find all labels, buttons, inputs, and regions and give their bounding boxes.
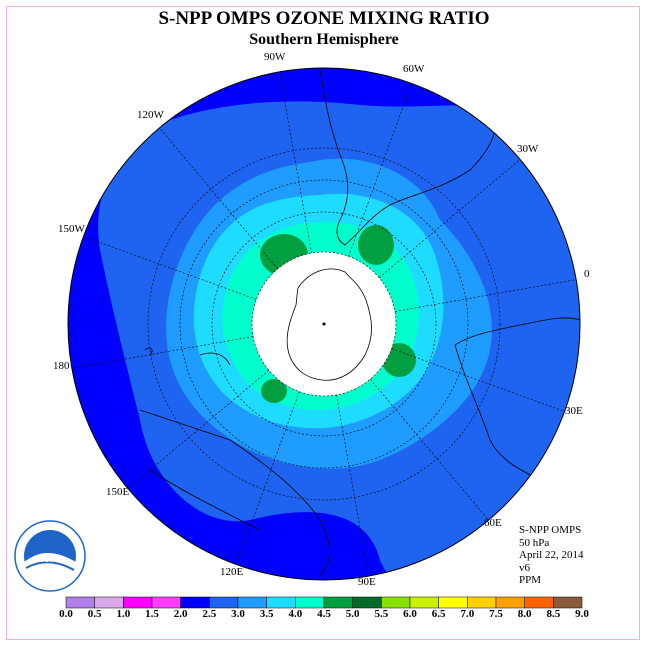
graticule: [147, 147, 501, 501]
coastlines: [139, 69, 580, 576]
colorbar-tick-label: 6.5: [431, 608, 446, 620]
colorbar-swatch: [151, 596, 181, 609]
lat-circle-30: [147, 147, 501, 501]
info-version: v6: [519, 561, 530, 574]
lat-circle-45: [179, 179, 469, 469]
colorbar-tick-label: 5.0: [345, 608, 360, 620]
colorbar-tick-label: 2.5: [202, 608, 217, 620]
info-date: April 22, 2014: [519, 549, 584, 561]
meridian-line: [71, 336, 254, 369]
colorbar-tick-label: 5.5: [374, 608, 389, 620]
colorbar-tick-label: 1.0: [116, 608, 131, 620]
lat-circle-60: [211, 211, 437, 437]
colorbar-swatch: [180, 596, 210, 609]
lon-label-150w: 150W: [58, 223, 85, 235]
figure-frame: [6, 6, 640, 640]
colorbar-swatch: [381, 596, 411, 609]
ozone-field: [68, 68, 580, 580]
colorbar-swatch: [352, 596, 382, 609]
meridian-line: [378, 159, 521, 278]
meridian-line: [279, 71, 312, 254]
colorbar-swatch: [495, 596, 525, 609]
colorbar-tick-label: 0.0: [59, 608, 73, 620]
map-subtitle: Southern Hemisphere: [249, 31, 399, 48]
south-america-coast: [319, 69, 497, 246]
meridian-line: [394, 279, 577, 312]
noaa-logo: NOAA: [14, 520, 86, 592]
lon-label-0: 0: [584, 268, 590, 280]
info-units: PPM: [519, 574, 542, 586]
map-border: [67, 67, 581, 581]
lat-circle-75: [251, 251, 397, 397]
meridian-line: [159, 127, 278, 270]
lon-label-60w: 60W: [403, 63, 425, 75]
colorbar-swatch: [266, 596, 296, 609]
meridian-line: [127, 370, 270, 489]
colorbar-tick-label: 2.0: [173, 608, 188, 620]
map-title: S-NPP OMPS OZONE MIXING RATIO: [158, 8, 490, 29]
colorbar-swatch: [209, 596, 239, 609]
colorbar-tick-label: 3.5: [259, 608, 274, 620]
lon-label-180: 180: [53, 360, 70, 372]
lon-label-120w: 120W: [137, 109, 164, 121]
colorbar-tick-label: 4.0: [288, 608, 303, 620]
lon-label-60e: 60E: [484, 517, 502, 529]
colorbar-swatch: [524, 596, 554, 609]
colorbar-tick-label: 9.0: [575, 608, 589, 620]
lon-label-120e: 120E: [220, 566, 244, 578]
southern-land-coast: [139, 409, 330, 576]
colorbar-swatch: [123, 596, 153, 609]
colorbar-swatch: [323, 596, 353, 609]
colorbar-swatch: [94, 596, 124, 609]
lon-label-150e: 150E: [106, 486, 130, 498]
colorbar-swatch: [237, 596, 267, 609]
colorbar-tick-label: 7.5: [489, 608, 503, 620]
meridian-line: [391, 348, 565, 412]
meridian-line: [336, 394, 369, 577]
band-4-5-d: [261, 379, 287, 403]
colorbar-swatch: [295, 596, 325, 609]
lon-label-30w: 30W: [517, 143, 539, 155]
lon-label-90e: 90E: [358, 576, 376, 588]
colorbar-tick-label: 8.0: [517, 608, 532, 620]
new-zealand-coast: [144, 347, 231, 366]
colorbar-tick-label: 7.0: [460, 608, 475, 620]
australia-coast: [454, 317, 580, 481]
lon-label-90w: 90W: [264, 51, 286, 63]
colorbar-tick-label: 6.0: [403, 608, 417, 620]
colorbar-swatch: [553, 596, 583, 609]
colorbar-tick-label: 4.5: [317, 608, 331, 620]
meridian-lines: [71, 71, 577, 577]
colorbar-tick-label: 3.0: [231, 608, 245, 620]
info-block: S-NPP OMPS 50 hPa April 22, 2014 v6 PPM: [519, 524, 583, 587]
pole-marker: [322, 322, 326, 326]
colorbar-swatch: [467, 596, 497, 609]
lon-label-30e: 30E: [565, 405, 583, 417]
meridian-line: [370, 378, 489, 521]
antarctica-coast: [286, 268, 372, 381]
meridian-line: [348, 83, 412, 257]
meridian-line: [236, 391, 300, 565]
noaa-logo-text: NOAA: [37, 554, 64, 564]
colorbar-swatch: [438, 596, 468, 609]
colorbar-tick-label: 0.5: [87, 608, 102, 620]
colorbar-tick-label: 8.5: [546, 608, 561, 620]
meridian-line: [83, 236, 257, 300]
colorbar-swatch: [65, 596, 95, 609]
colorbar-swatch: [409, 596, 439, 609]
info-instrument: S-NPP OMPS: [519, 524, 582, 536]
band-4-5-b: [358, 225, 394, 265]
colorbar-tick-label: 1.5: [145, 608, 159, 620]
info-level: 50 hPa: [519, 536, 550, 549]
